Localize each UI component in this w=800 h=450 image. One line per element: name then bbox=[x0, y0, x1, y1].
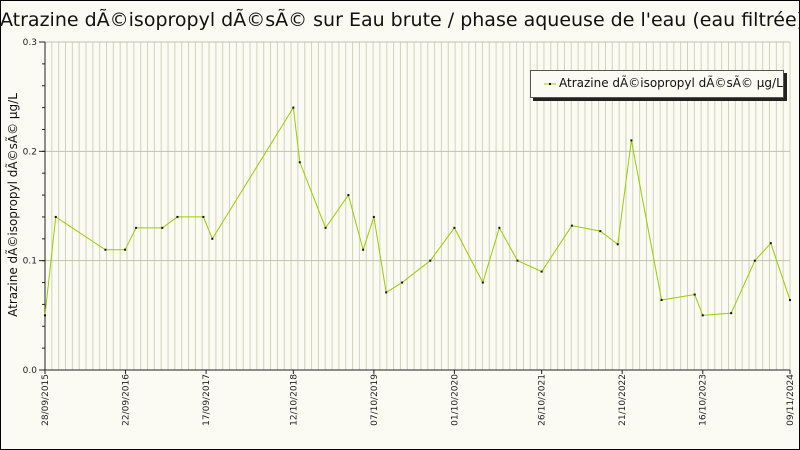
data-point bbox=[660, 299, 663, 302]
axes: 0.0 0.1 0.2 0.3 28/09/2015 22/09/2016 17/09/20… bbox=[23, 38, 796, 426]
data-point bbox=[292, 106, 295, 109]
y-axis-label: Atrazine dÃ©isopropyl dÃ©sÃ© µg/L bbox=[6, 93, 20, 317]
data-point bbox=[161, 226, 164, 229]
x-tick-label: 09/11/2024 bbox=[786, 374, 796, 426]
data-point bbox=[362, 248, 365, 251]
y-tick-label: 0.3 bbox=[23, 38, 37, 48]
data-point bbox=[44, 314, 46, 317]
y-tick-label: 0.0 bbox=[23, 366, 38, 376]
legend-label: Atrazine dÃ©isopropyl dÃ©sÃ© µg/L bbox=[559, 76, 783, 90]
data-point bbox=[298, 161, 301, 164]
data-point bbox=[516, 259, 519, 262]
data-point bbox=[453, 226, 456, 229]
data-point bbox=[481, 281, 484, 284]
data-point bbox=[616, 243, 619, 246]
data-point bbox=[54, 215, 57, 218]
chart-title: Atrazine dÃ©isopropyl dÃ©sÃ© sur Eau bru… bbox=[0, 9, 800, 31]
x-tick-label: 12/10/2018 bbox=[289, 374, 299, 426]
x-tick-label: 07/10/2019 bbox=[370, 374, 380, 426]
x-tick-label: 21/10/2022 bbox=[618, 374, 628, 426]
data-point bbox=[176, 215, 179, 218]
data-point bbox=[211, 237, 214, 240]
data-point bbox=[570, 224, 573, 227]
x-tick-label: 28/09/2015 bbox=[41, 374, 51, 426]
data-point bbox=[753, 259, 756, 262]
data-point bbox=[401, 281, 404, 284]
data-point bbox=[324, 226, 327, 229]
x-tick-label: 26/10/2021 bbox=[538, 374, 548, 426]
x-tick-label: 17/09/2017 bbox=[202, 374, 212, 426]
data-point bbox=[599, 230, 602, 233]
data-point bbox=[202, 215, 205, 218]
data-point bbox=[385, 291, 388, 294]
data-point bbox=[347, 194, 350, 197]
data-point bbox=[693, 293, 696, 296]
y-tick-label: 0.1 bbox=[23, 257, 37, 267]
x-tick-label: 01/10/2020 bbox=[450, 374, 460, 426]
data-point bbox=[701, 314, 704, 317]
series-layer bbox=[44, 106, 791, 317]
data-point bbox=[769, 242, 772, 245]
data-point bbox=[429, 259, 432, 262]
x-tick-label: 22/09/2016 bbox=[122, 374, 132, 426]
data-point bbox=[498, 226, 501, 229]
data-point bbox=[135, 226, 138, 229]
y-tick-label: 0.2 bbox=[23, 147, 37, 157]
data-point bbox=[104, 248, 107, 251]
legend-marker bbox=[544, 83, 556, 85]
data-point bbox=[372, 215, 375, 218]
data-point bbox=[789, 299, 791, 302]
data-point bbox=[124, 248, 127, 251]
data-point bbox=[630, 139, 633, 142]
x-tick-label: 16/10/2023 bbox=[699, 374, 709, 426]
series-line bbox=[44, 106, 791, 316]
legend: Atrazine dÃ©isopropyl dÃ©sÃ© µg/L bbox=[530, 70, 784, 98]
data-point bbox=[730, 312, 733, 315]
data-point bbox=[540, 270, 543, 273]
